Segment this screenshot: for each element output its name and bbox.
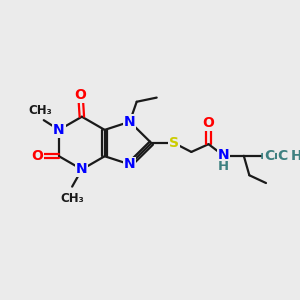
Text: S: S [169,136,179,150]
Text: O: O [74,88,86,102]
Text: O: O [202,116,214,130]
Text: N: N [124,115,136,129]
Text: CH₃: CH₃ [60,192,84,205]
Text: CH₃: CH₃ [28,104,52,117]
Text: H: H [218,160,230,173]
Text: C: C [264,149,274,163]
Text: N: N [124,158,136,171]
Text: N: N [76,162,88,176]
Text: H: H [291,149,300,163]
Text: O: O [32,149,43,163]
Text: C: C [278,149,288,163]
Text: N: N [53,123,65,137]
Text: N: N [218,148,230,162]
